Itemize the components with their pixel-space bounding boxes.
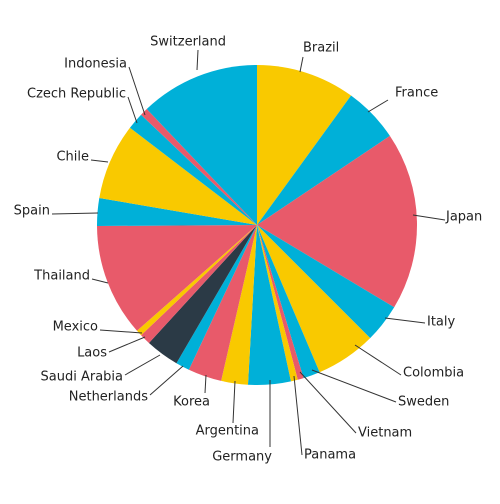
pie-slice <box>257 135 417 308</box>
leader-line <box>354 344 402 376</box>
slice-label: Netherlands <box>69 390 148 405</box>
pie-slice <box>257 225 298 382</box>
slice-label: Thailand <box>33 269 90 284</box>
pie-slice <box>257 95 390 225</box>
leader-line <box>127 96 138 124</box>
pie-slice <box>129 114 257 225</box>
pie-slice <box>257 65 352 225</box>
slice-label: Mexico <box>53 320 98 335</box>
slice-label: Switzerland <box>150 35 226 50</box>
slice-label: Chile <box>56 150 89 165</box>
pie-slice <box>97 225 257 331</box>
leader-line <box>311 369 397 403</box>
leader-line <box>299 56 304 73</box>
leader-line <box>204 374 207 394</box>
leader-line <box>124 354 161 376</box>
slice-label: Sweden <box>398 395 449 410</box>
leader-line <box>293 375 303 456</box>
slice-label: Italy <box>427 315 456 330</box>
slice-label: Japan <box>445 210 482 225</box>
pie-slice <box>257 225 371 373</box>
slice-label: Laos <box>77 346 107 361</box>
leader-line <box>196 49 199 71</box>
slice-label: Czech Republic <box>27 87 126 102</box>
pie-slice <box>146 65 257 225</box>
pie-slice <box>99 127 257 225</box>
leader-line <box>90 159 109 163</box>
pie-slice <box>141 225 257 344</box>
pie-slice <box>148 225 257 364</box>
pie-slice <box>141 109 257 225</box>
leader-line <box>384 317 426 324</box>
leader-line <box>412 214 446 221</box>
pie-slice <box>188 225 257 381</box>
leader-line <box>51 212 99 215</box>
leader-line <box>367 99 389 113</box>
pie-slice <box>257 225 320 379</box>
pie-slice <box>97 197 258 227</box>
pie-slice <box>257 225 395 339</box>
leader-line <box>108 336 146 353</box>
pie-slice <box>221 225 257 385</box>
slice-label: Vietnam <box>358 426 412 441</box>
leader-line <box>299 371 357 434</box>
slice-label: France <box>395 86 438 101</box>
pie-slice <box>136 225 257 336</box>
slice-label: Indonesia <box>64 57 127 72</box>
slice-label: Brazil <box>303 41 339 56</box>
leader-line <box>99 329 143 334</box>
leader-line <box>232 380 236 424</box>
pie-slice <box>247 225 291 386</box>
slice-label: Germany <box>212 450 272 465</box>
slice-label: Korea <box>173 395 210 410</box>
slice-label: Saudi Arabia <box>41 370 124 385</box>
pie-slice <box>176 225 257 370</box>
pie-slice <box>257 225 304 380</box>
slice-label: Panama <box>304 448 356 463</box>
slice-label: Colombia <box>403 366 464 381</box>
leader-line <box>149 365 184 396</box>
slice-label: Argentina <box>196 424 259 439</box>
slice-label: Spain <box>14 204 50 219</box>
leader-line <box>128 66 146 116</box>
leader-line <box>91 278 109 284</box>
